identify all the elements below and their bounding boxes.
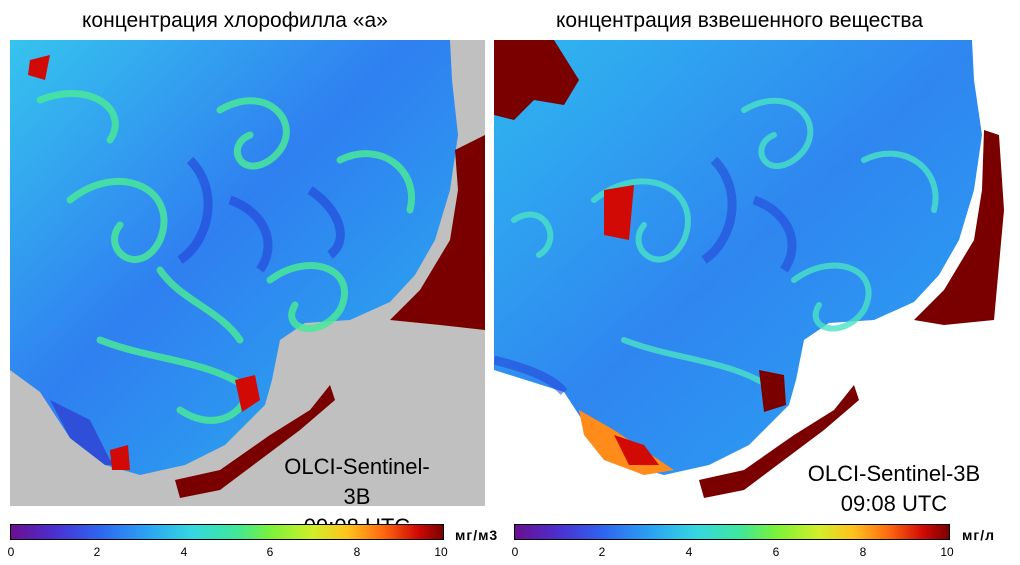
river-mouth-high-concentration — [390, 135, 485, 330]
colorbar-tick: 4 — [180, 545, 188, 559]
sea-area — [494, 40, 982, 475]
colorbar-tick: 10 — [434, 545, 448, 559]
eddy-filaments — [511, 97, 939, 393]
colorbar-tick: 8 — [859, 545, 867, 559]
coastal-high-zone — [494, 40, 579, 120]
chlorophyll-map — [10, 40, 485, 506]
suspended-matter-unit: мг/л — [962, 527, 995, 543]
satellite-label: OLCI-Sentinel-3B — [807, 461, 981, 486]
time-label: 09:08 UTC — [840, 491, 948, 516]
estuary — [699, 385, 859, 498]
colorbar-tick: 10 — [940, 545, 954, 559]
suspended-matter-colorbar — [514, 524, 950, 540]
suspended-matter-caption: OLCI-Sentinel-3B 09:08 UTC — [804, 459, 984, 519]
colorbar-tick: 6 — [772, 545, 780, 559]
colorbar-tick: 0 — [7, 545, 15, 559]
colorbar-tick: 6 — [266, 545, 274, 559]
suspended-matter-panel-title: концентрация взвешенного вещества — [556, 9, 924, 32]
colorbar-tick: 0 — [511, 545, 519, 559]
chlorophyll-unit: мг/м3 — [455, 527, 499, 543]
chlorophyll-panel-title: концентрация хлорофилла «а» — [82, 9, 388, 32]
colorbar-tick: 4 — [685, 545, 693, 559]
estuary — [175, 385, 335, 498]
coastal-shallow-zone — [50, 400, 130, 465]
suspended-matter-map — [494, 40, 1004, 506]
chlorophyll-colorbar — [10, 524, 444, 540]
colorbar-tick: 8 — [353, 545, 361, 559]
sea-area — [10, 40, 458, 475]
satellite-label: OLCI-Sentinel-3B — [284, 454, 430, 509]
colorbar-tick: 2 — [93, 545, 101, 559]
colorbar-tick: 2 — [598, 545, 606, 559]
river-mouth-high-concentration — [914, 130, 1004, 325]
